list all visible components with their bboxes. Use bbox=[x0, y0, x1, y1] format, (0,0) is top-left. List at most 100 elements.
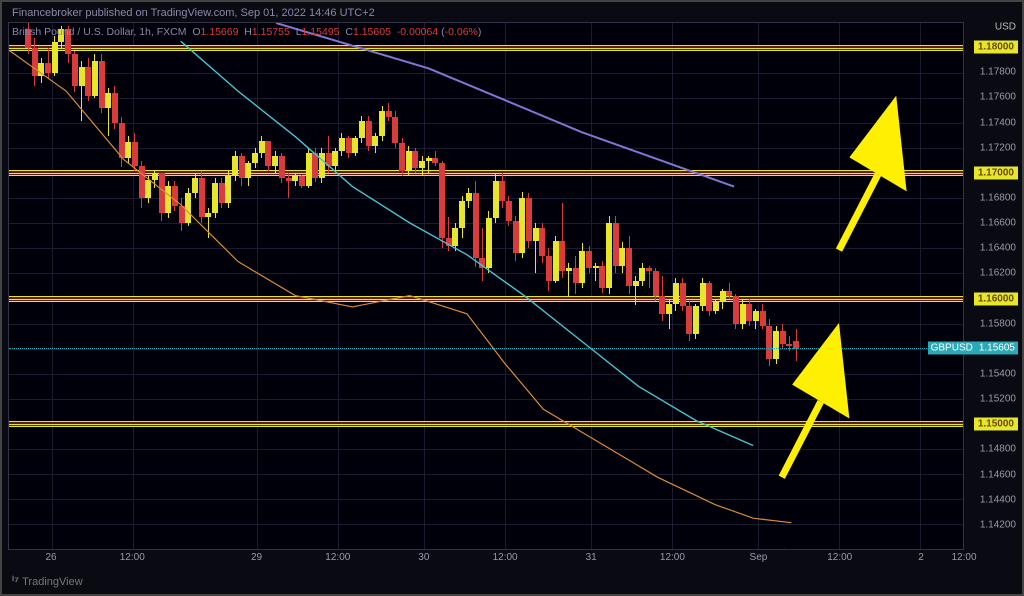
candle bbox=[626, 236, 632, 294]
candle bbox=[646, 266, 652, 289]
candle bbox=[753, 309, 759, 329]
candle bbox=[272, 151, 278, 174]
ohlc-o: 1.15669 bbox=[201, 26, 239, 38]
candle bbox=[459, 196, 465, 239]
candle bbox=[513, 216, 519, 261]
candle bbox=[446, 217, 452, 251]
candle bbox=[72, 51, 78, 92]
gridline-h bbox=[9, 98, 963, 99]
ohlc-chg-pct: -0.06% bbox=[445, 26, 478, 38]
candle bbox=[740, 299, 746, 329]
arrow-down-icon bbox=[9, 23, 963, 550]
candle bbox=[619, 242, 625, 273]
y-tick-label: 1.16600 bbox=[980, 218, 1016, 229]
candle bbox=[506, 196, 512, 226]
candle bbox=[533, 223, 539, 273]
candle bbox=[119, 117, 125, 167]
candle bbox=[32, 38, 38, 86]
candle bbox=[653, 268, 659, 301]
candle bbox=[486, 211, 492, 274]
candle bbox=[452, 223, 458, 251]
gridline-h bbox=[9, 374, 963, 375]
candle bbox=[559, 203, 565, 278]
gridline-v bbox=[338, 23, 339, 549]
candle bbox=[432, 151, 438, 166]
y-tick-label: 1.17400 bbox=[980, 117, 1016, 128]
x-tick-label: 12:00 bbox=[120, 552, 145, 563]
gridline-h bbox=[9, 198, 963, 199]
candle bbox=[192, 173, 198, 198]
y-tick-label: 1.17600 bbox=[980, 92, 1016, 103]
sr-band-label: 1.16000 bbox=[974, 292, 1018, 305]
candle bbox=[112, 86, 118, 130]
gridline-v bbox=[505, 23, 506, 549]
candle bbox=[366, 116, 372, 151]
gridline-h bbox=[9, 148, 963, 149]
candle bbox=[252, 148, 258, 168]
candle bbox=[720, 289, 726, 309]
candle bbox=[466, 188, 472, 208]
gridline-v bbox=[52, 23, 53, 549]
candle bbox=[92, 54, 98, 98]
candle bbox=[746, 299, 752, 327]
candle bbox=[606, 216, 612, 294]
ohlc-c: 1.15605 bbox=[353, 26, 391, 38]
candle bbox=[339, 133, 345, 156]
candle bbox=[686, 301, 692, 341]
candle bbox=[519, 192, 525, 258]
gridline-h bbox=[9, 399, 963, 400]
candle bbox=[346, 136, 352, 159]
gridline-h bbox=[9, 524, 963, 525]
candle bbox=[760, 304, 766, 329]
gridline-v bbox=[839, 23, 840, 549]
arrow-down-icon bbox=[9, 23, 963, 550]
x-tick-label: 12:00 bbox=[951, 552, 976, 563]
candle bbox=[45, 48, 51, 79]
candle bbox=[159, 173, 165, 221]
candle bbox=[586, 246, 592, 274]
candle bbox=[526, 193, 532, 248]
sr-band bbox=[9, 421, 963, 427]
candle bbox=[99, 54, 105, 113]
candle bbox=[473, 181, 479, 267]
candle bbox=[286, 173, 292, 198]
candle bbox=[406, 146, 412, 176]
x-tick-label: 30 bbox=[418, 552, 429, 563]
candle bbox=[232, 151, 238, 181]
candle bbox=[85, 58, 91, 101]
candle bbox=[599, 261, 605, 294]
gridline-h bbox=[9, 123, 963, 124]
x-tick-label: 12:00 bbox=[660, 552, 685, 563]
sr-band bbox=[9, 45, 963, 51]
candle bbox=[419, 156, 425, 176]
candle bbox=[172, 181, 178, 211]
y-tick-label: 1.16400 bbox=[980, 243, 1016, 254]
sr-band-label: 1.18000 bbox=[974, 41, 1018, 54]
candle bbox=[773, 326, 779, 364]
candle bbox=[352, 136, 358, 156]
symbol-ohlc: British Pound / U.S. Dollar, 1h, FXCM O1… bbox=[12, 26, 481, 38]
candle bbox=[225, 171, 231, 209]
plot-area[interactable] bbox=[8, 22, 964, 550]
candle bbox=[312, 148, 318, 182]
y-tick-label: 1.15400 bbox=[980, 369, 1016, 380]
ma-overlay bbox=[9, 23, 963, 550]
candle bbox=[125, 136, 131, 164]
x-axis[interactable]: 2612:002912:003012:003112:00Sep12:00212:… bbox=[8, 550, 964, 570]
candle bbox=[412, 148, 418, 173]
y-tick-label: 1.16800 bbox=[980, 193, 1016, 204]
candle bbox=[105, 88, 111, 136]
candle bbox=[579, 243, 585, 288]
ohlc-h: 1.15755 bbox=[252, 26, 290, 38]
y-axis[interactable]: USD 1.180001.178001.176001.174001.172001… bbox=[966, 22, 1020, 550]
candle bbox=[386, 103, 392, 121]
y-tick-label: 1.14800 bbox=[980, 444, 1016, 455]
candle bbox=[733, 294, 739, 329]
candle bbox=[332, 148, 338, 171]
candle bbox=[219, 178, 225, 208]
x-tick-label: 12:00 bbox=[325, 552, 350, 563]
gridline-h bbox=[9, 73, 963, 74]
sr-band bbox=[9, 296, 963, 302]
current-price-line bbox=[9, 348, 963, 349]
candle bbox=[379, 106, 385, 141]
